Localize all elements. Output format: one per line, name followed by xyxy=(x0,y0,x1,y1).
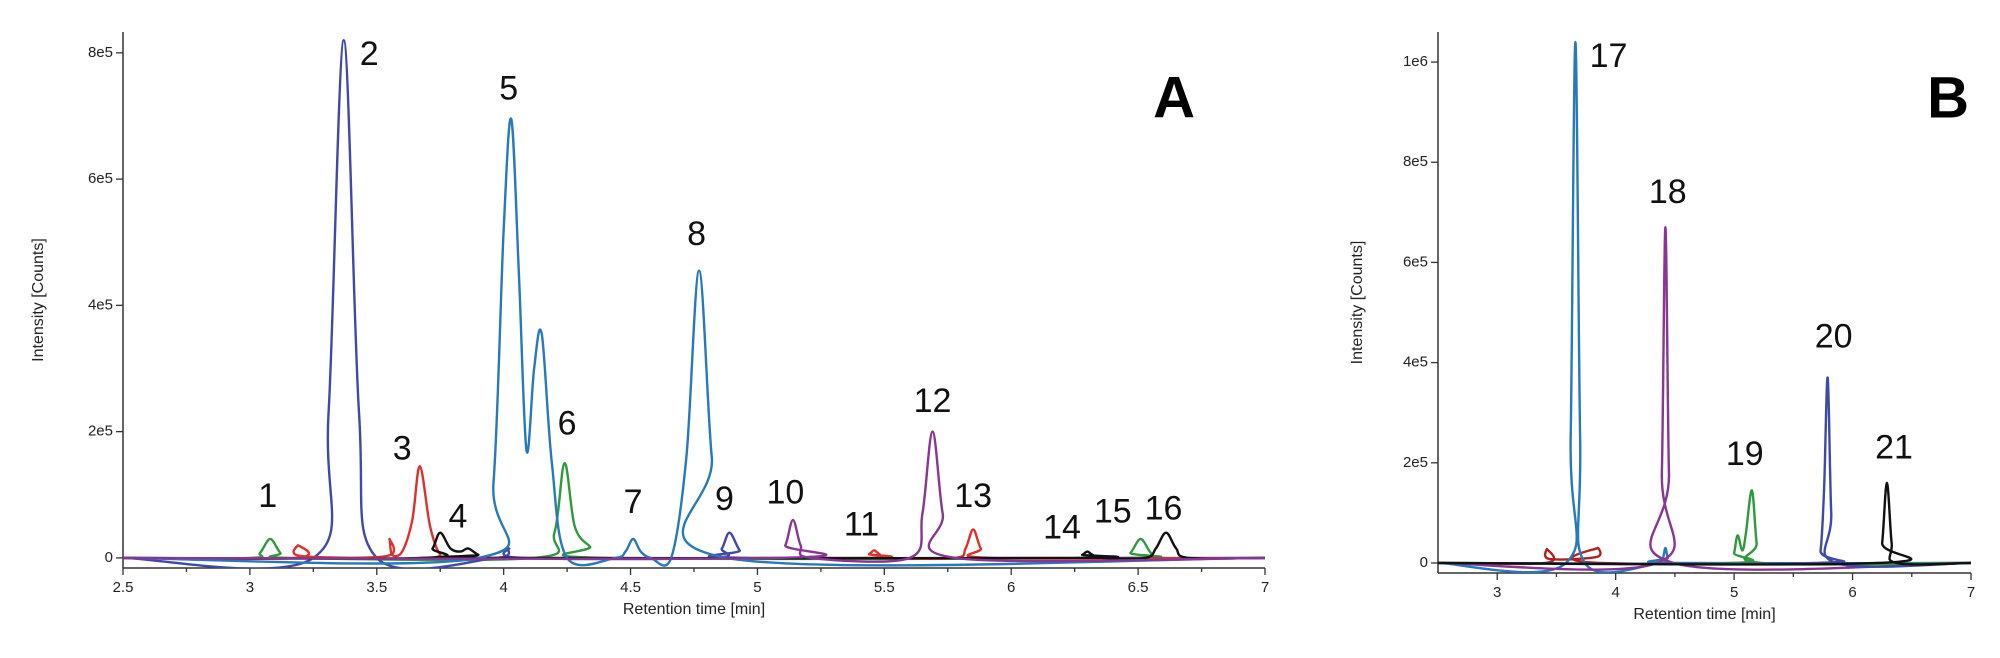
peak-label: 18 xyxy=(1649,173,1687,211)
peak-label: 13 xyxy=(954,477,992,515)
peak-label: 12 xyxy=(914,382,952,420)
chromatogram-trace xyxy=(1438,40,1971,573)
chromatogram-trace xyxy=(1438,481,1971,566)
x-tick-label: 5 xyxy=(1730,584,1738,601)
peak-label: 20 xyxy=(1815,318,1853,356)
chromatogram-trace xyxy=(123,531,1265,560)
peak-label: 6 xyxy=(558,404,577,442)
panel-0: 2.5 3 3.5 4 4.5 5 5.5 6 6.5 7 0 2e5 4e5 6e5 8e5 Retenti… xyxy=(30,32,1269,618)
peak-label: 2 xyxy=(360,35,379,73)
chromatogram-trace xyxy=(123,461,1265,562)
x-tick-label: 7 xyxy=(1967,584,1975,601)
y-tick-label: 1e6 xyxy=(1403,53,1428,70)
y-axis-title: Intensity [Counts] xyxy=(30,238,47,362)
x-tick-label: 3.5 xyxy=(366,579,387,596)
peak-label: 1 xyxy=(258,477,277,515)
peak-label: 16 xyxy=(1145,490,1183,528)
peak-label: 8 xyxy=(687,215,706,253)
peak-label: 17 xyxy=(1590,37,1628,75)
y-tick-label: 0 xyxy=(1420,554,1428,571)
panel-1: 3 4 5 6 7 0 2e5 4e5 6e5 8e5 1e6 Retention time [min… xyxy=(1349,32,1975,623)
x-tick-label: 5 xyxy=(753,579,761,596)
peak-label: 9 xyxy=(715,480,734,518)
x-axis-title: Retention time [min] xyxy=(1633,606,1775,623)
x-tick-label: 3 xyxy=(246,579,254,596)
peak-label: 7 xyxy=(624,483,643,521)
plot-area xyxy=(123,39,1265,568)
peak-label: 5 xyxy=(499,70,518,108)
y-tick-label: 8e5 xyxy=(88,44,113,61)
x-tick-label: 7 xyxy=(1261,579,1269,596)
x-tick-label: 4 xyxy=(1611,584,1619,601)
peak-label: 15 xyxy=(1094,493,1132,531)
y-tick-label: 2e5 xyxy=(1403,454,1428,471)
peak-label: 19 xyxy=(1726,435,1764,473)
peak-label: 4 xyxy=(449,498,468,536)
panel-label: B xyxy=(1927,65,1969,130)
y-tick-label: 0 xyxy=(105,549,113,566)
y-axis-title: Intensity [Counts] xyxy=(1349,241,1366,365)
peak-label: 10 xyxy=(766,474,804,512)
y-tick-label: 8e5 xyxy=(1403,153,1428,170)
peak-label: 21 xyxy=(1875,428,1913,466)
x-axis-title: Retention time [min] xyxy=(623,601,765,618)
panel-label: A xyxy=(1153,65,1195,130)
x-tick-label: 5.5 xyxy=(874,579,895,596)
plot-area xyxy=(1438,40,1971,573)
peak-label: 3 xyxy=(393,430,412,468)
peak-label: 14 xyxy=(1043,508,1081,546)
y-tick-label: 4e5 xyxy=(88,296,113,313)
y-tick-label: 6e5 xyxy=(1403,253,1428,270)
y-tick-label: 6e5 xyxy=(88,170,113,187)
peak-label: 11 xyxy=(844,505,879,543)
x-tick-label: 6 xyxy=(1848,584,1856,601)
x-tick-label: 4.5 xyxy=(620,579,641,596)
x-tick-label: 6.5 xyxy=(1128,579,1149,596)
chromatogram-trace xyxy=(123,430,1265,563)
y-tick-label: 4e5 xyxy=(1403,354,1428,371)
x-tick-label: 2.5 xyxy=(113,579,134,596)
x-tick-label: 4 xyxy=(499,579,507,596)
x-tick-label: 3 xyxy=(1493,584,1501,601)
x-tick-label: 6 xyxy=(1007,579,1015,596)
y-tick-label: 2e5 xyxy=(88,423,113,440)
